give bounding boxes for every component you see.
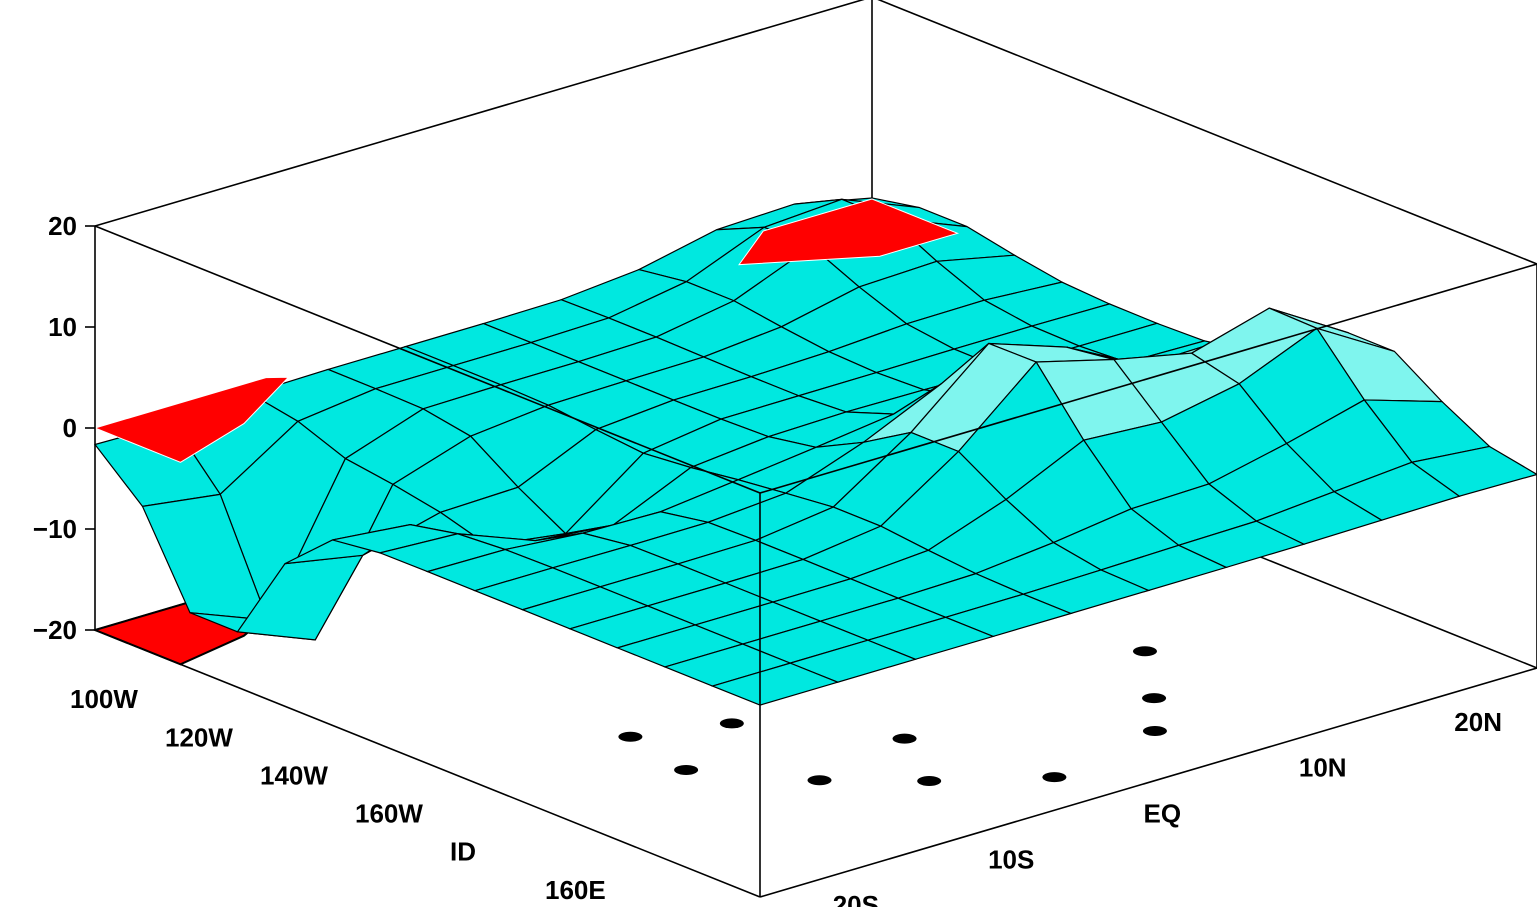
island-speck xyxy=(917,775,942,786)
lat-tick-label: 10N xyxy=(1299,753,1347,783)
lon-tick-label: 140W xyxy=(260,760,328,790)
z-axis-ticks: 20 10 0 −10 −20 xyxy=(33,211,95,645)
z-tick-label: 0 xyxy=(63,413,77,443)
z-tick-label: 10 xyxy=(48,312,77,342)
box-edge xyxy=(759,667,1537,898)
land-top-north xyxy=(738,198,960,266)
lat-tick-label: EQ xyxy=(1144,799,1182,829)
lat-tick-label: 20N xyxy=(1454,707,1502,737)
z-tick-label: −20 xyxy=(33,615,77,645)
box-edge xyxy=(94,0,865,227)
box-edge xyxy=(94,225,761,494)
surface-mesh xyxy=(93,197,1537,706)
mesh-cell xyxy=(710,662,840,706)
lon-tick-label: ID xyxy=(450,837,476,867)
island-speck xyxy=(1132,646,1157,657)
lon-tick-label: 120W xyxy=(165,722,233,752)
lon-tick-label: 160E xyxy=(545,875,606,905)
island-speck xyxy=(1042,772,1067,783)
land-top-south xyxy=(93,376,290,463)
lat-tick-label: 20S xyxy=(833,890,879,907)
box-edge xyxy=(877,0,1537,265)
island-speck xyxy=(674,764,699,775)
lat-tick-label: 10S xyxy=(988,844,1034,874)
plot-box-front xyxy=(94,225,1537,898)
box-edge xyxy=(759,263,1537,494)
island-speck xyxy=(1142,693,1167,704)
island-speck xyxy=(892,733,917,744)
lon-tick-label: 160W xyxy=(355,799,423,829)
land-projection-surface xyxy=(93,198,960,463)
lon-tick-label: 100W xyxy=(70,684,138,714)
lat-axis-ticks: 20S 10S EQ 10N 20N xyxy=(833,707,1502,907)
lon-axis-ticks: 140E160EID160W140W120W100W xyxy=(70,684,606,905)
island-speck xyxy=(1142,725,1167,736)
box-edge xyxy=(94,629,761,898)
island-speck xyxy=(719,718,744,729)
island-speck xyxy=(618,731,643,742)
z-tick-label: −10 xyxy=(33,514,77,544)
z-tick-label: 20 xyxy=(48,211,77,241)
island-speck xyxy=(807,775,832,786)
